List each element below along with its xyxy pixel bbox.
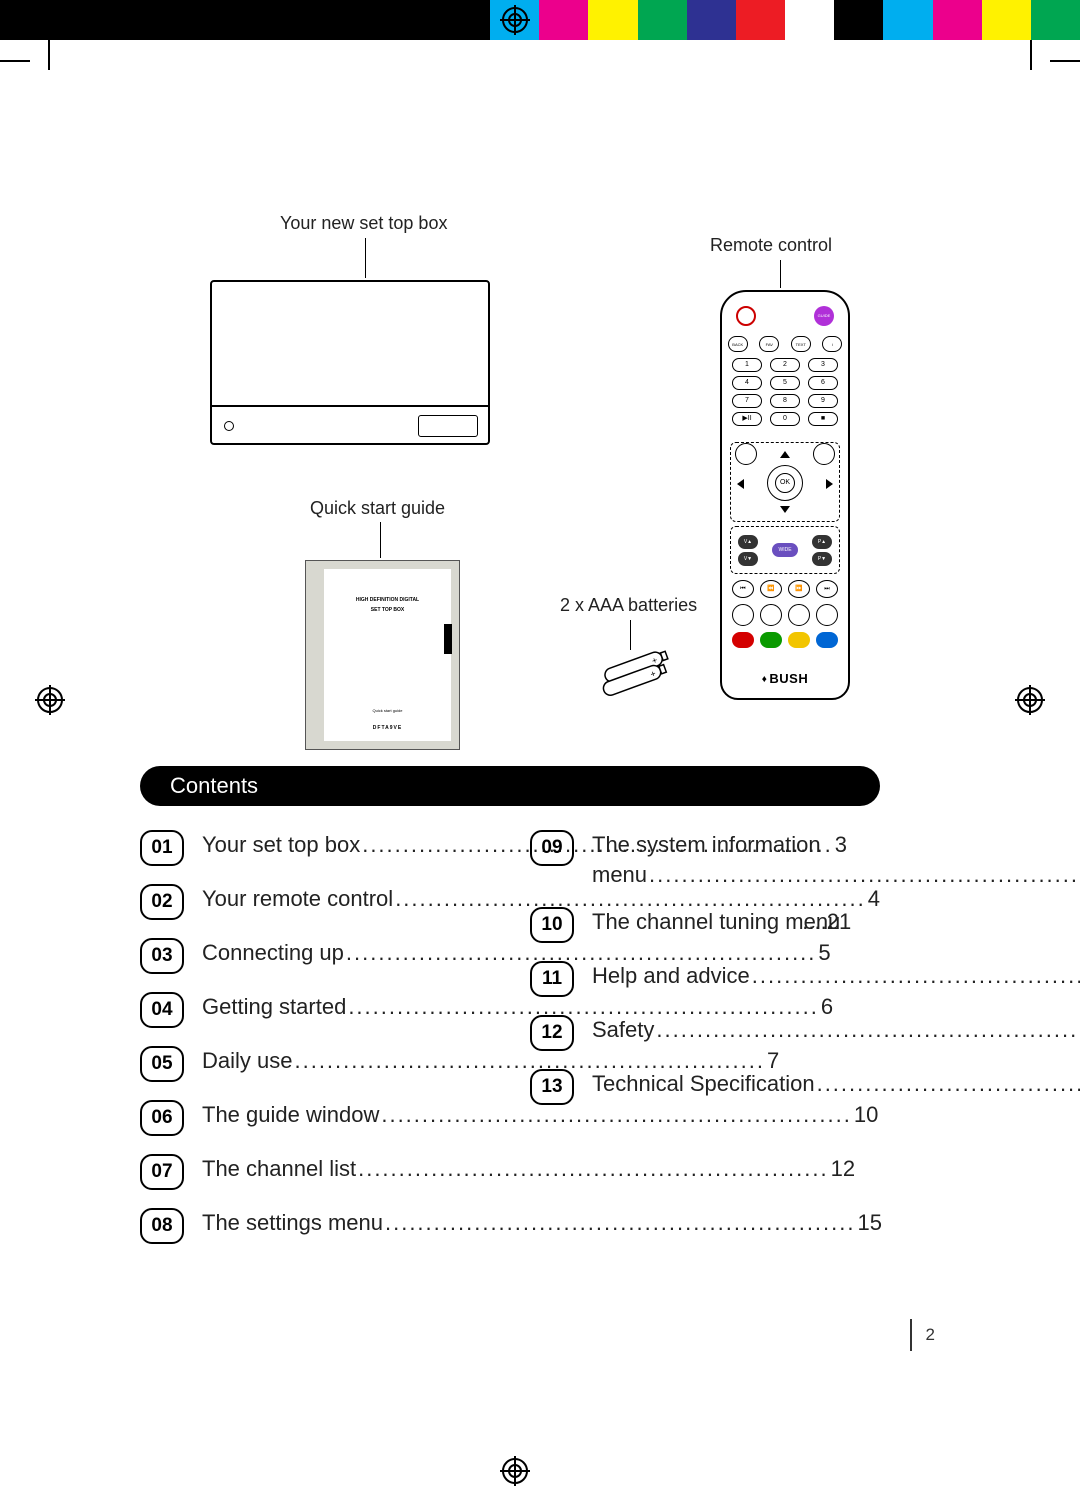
label-stb: Your new set top box bbox=[280, 213, 447, 234]
toc-item: 02Your remote control...................… bbox=[140, 884, 500, 920]
registration-mark-icon bbox=[500, 1456, 530, 1486]
toc-item: 06The guide window......................… bbox=[140, 1100, 500, 1136]
remote-num-btn: ▶II bbox=[732, 412, 762, 426]
toc-item: 09The system informationmenu............… bbox=[530, 830, 890, 889]
toc-number: 01 bbox=[140, 830, 184, 866]
remote-num-btn: 6 bbox=[808, 376, 838, 390]
toc-item: 12Safety................................… bbox=[530, 1015, 890, 1051]
print-color-bar bbox=[490, 0, 1080, 40]
toc-number: 05 bbox=[140, 1046, 184, 1082]
toc-text: Safety..................................… bbox=[592, 1015, 1080, 1045]
wide-button: WIDE bbox=[772, 543, 798, 557]
remote-brand: BUSH bbox=[722, 671, 848, 686]
remote-num-btn: 8 bbox=[770, 394, 800, 408]
remote-nav-zone bbox=[730, 442, 840, 522]
registration-mark-icon bbox=[35, 685, 65, 715]
toc-text: The settings menu.......................… bbox=[202, 1208, 882, 1238]
contents-header: Contents bbox=[140, 766, 880, 806]
print-black-bar bbox=[0, 0, 490, 40]
remote-btn: i bbox=[822, 336, 842, 352]
toc-number: 10 bbox=[530, 907, 574, 943]
remote-num-btn: 2 bbox=[770, 358, 800, 372]
label-remote: Remote control bbox=[710, 235, 832, 256]
batteries-illustration: + + bbox=[585, 640, 695, 700]
pointer-line bbox=[365, 238, 366, 278]
toc-number: 07 bbox=[140, 1154, 184, 1190]
trim-mark bbox=[1050, 60, 1080, 62]
remote-num-btn: 4 bbox=[732, 376, 762, 390]
guide-button: GUIDE bbox=[814, 306, 834, 326]
toc-item: 08The settings menu.....................… bbox=[140, 1208, 500, 1244]
pointer-line bbox=[380, 522, 381, 558]
toc-text: Technical Specification.................… bbox=[592, 1069, 1080, 1099]
remote-btn: FAV bbox=[759, 336, 779, 352]
toc-item: 10 The channel tuning menu....21 bbox=[530, 907, 890, 943]
quick-start-guide-illustration: ♦BUSH HIGH DEFINITION DIGITAL SET TOP BO… bbox=[305, 560, 460, 750]
qsg-footer2: DFTA9VE bbox=[324, 725, 451, 731]
qsg-line1: HIGH DEFINITION DIGITAL bbox=[324, 597, 451, 603]
remote-control-illustration: GUIDE BACK FAV TEXT i 123 456 789 ▶II 0 ■ V▲V▼ W… bbox=[720, 290, 850, 700]
toc-number: 13 bbox=[530, 1069, 574, 1105]
page-number: 2 bbox=[910, 1319, 935, 1351]
toc-number: 03 bbox=[140, 938, 184, 974]
remote-num-btn: 7 bbox=[732, 394, 762, 408]
pointer-line bbox=[780, 260, 781, 288]
toc-item: 13Technical Specification...............… bbox=[530, 1069, 890, 1105]
registration-mark-icon bbox=[500, 5, 530, 35]
toc-text: The channel list........................… bbox=[202, 1154, 855, 1184]
remote-num-btn: 5 bbox=[770, 376, 800, 390]
toc-number: 11 bbox=[530, 961, 574, 997]
set-top-box-illustration bbox=[210, 280, 490, 445]
remote-num-btn: 9 bbox=[808, 394, 838, 408]
remote-num-btn: 0 bbox=[770, 412, 800, 426]
toc-number: 09 bbox=[530, 830, 574, 866]
toc-number: 02 bbox=[140, 884, 184, 920]
remote-num-btn: 1 bbox=[732, 358, 762, 372]
toc-text: The system informationmenu..............… bbox=[592, 830, 1080, 889]
toc-item: 03Connecting up.........................… bbox=[140, 938, 500, 974]
toc-item: 11Help and advice.......................… bbox=[530, 961, 890, 997]
toc-number: 04 bbox=[140, 992, 184, 1028]
qsg-footer1: Quick start guide bbox=[324, 708, 451, 713]
toc-left-column: 01Your set top box......................… bbox=[140, 830, 500, 1262]
toc-right-column: 09The system informationmenu............… bbox=[530, 830, 890, 1123]
remote-btn: BACK bbox=[728, 336, 748, 352]
power-icon bbox=[736, 306, 756, 326]
toc-item: 05Daily use.............................… bbox=[140, 1046, 500, 1082]
registration-mark-icon bbox=[1015, 685, 1045, 715]
toc-number: 12 bbox=[530, 1015, 574, 1051]
toc-text: The channel tuning menu....21 bbox=[592, 907, 890, 937]
remote-btn: TEXT bbox=[791, 336, 811, 352]
trim-mark bbox=[1030, 40, 1032, 70]
label-qsg: Quick start guide bbox=[310, 498, 445, 519]
trim-mark bbox=[0, 60, 30, 62]
toc-item: 07The channel list......................… bbox=[140, 1154, 500, 1190]
remote-vol-zone: V▲V▼ WIDE P▲P▼ bbox=[730, 526, 840, 574]
ok-button bbox=[767, 465, 803, 501]
toc-item: 01Your set top box......................… bbox=[140, 830, 500, 866]
toc-text: Help and advice.........................… bbox=[592, 961, 1080, 991]
qsg-line2: SET TOP BOX bbox=[324, 607, 451, 613]
toc-number: 08 bbox=[140, 1208, 184, 1244]
remote-num-btn: ■ bbox=[808, 412, 838, 426]
remote-num-btn: 3 bbox=[808, 358, 838, 372]
trim-mark bbox=[48, 40, 50, 70]
label-batteries: 2 x AAA batteries bbox=[560, 595, 697, 616]
toc-number: 06 bbox=[140, 1100, 184, 1136]
toc-item: 04Getting started.......................… bbox=[140, 992, 500, 1028]
